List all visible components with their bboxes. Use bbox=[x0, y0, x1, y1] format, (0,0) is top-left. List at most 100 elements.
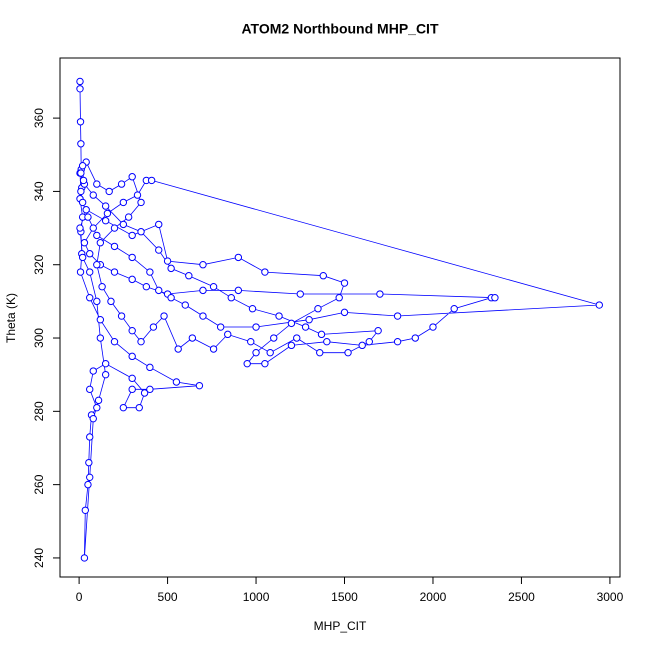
data-point bbox=[128, 173, 136, 181]
data-point bbox=[199, 312, 207, 320]
data-point bbox=[110, 268, 119, 276]
data-point bbox=[340, 308, 349, 317]
data-point bbox=[301, 323, 310, 331]
data-point bbox=[117, 180, 126, 188]
data-point bbox=[81, 506, 90, 514]
data-point bbox=[105, 187, 113, 196]
data-point bbox=[376, 290, 384, 298]
y-tick-label: 340 bbox=[32, 181, 46, 201]
data-point bbox=[243, 359, 251, 368]
x-tick-label: 1000 bbox=[243, 590, 270, 604]
data-point bbox=[110, 337, 119, 346]
data-point bbox=[80, 554, 89, 562]
data-point bbox=[216, 323, 225, 331]
x-tick-label: 2000 bbox=[420, 590, 447, 604]
data-point bbox=[93, 180, 101, 188]
data-point bbox=[149, 323, 158, 331]
data-point bbox=[248, 305, 257, 313]
data-point bbox=[96, 334, 105, 342]
y-axis-label: Theta (K) bbox=[4, 293, 18, 343]
data-point bbox=[79, 176, 88, 185]
data-point bbox=[172, 378, 181, 386]
data-point bbox=[128, 253, 136, 262]
data-point bbox=[185, 272, 193, 280]
data-point bbox=[305, 315, 313, 324]
x-tick-label: 3000 bbox=[597, 590, 624, 604]
data-point bbox=[84, 213, 92, 221]
y-tick-label: 240 bbox=[32, 548, 46, 568]
chart-title: ATOM2 Northbound MHP_CIT bbox=[241, 21, 438, 37]
data-point bbox=[135, 403, 143, 412]
data-point bbox=[78, 162, 87, 170]
data-point bbox=[146, 268, 154, 276]
data-point bbox=[77, 169, 85, 177]
data-point bbox=[429, 323, 437, 331]
data-point bbox=[247, 337, 255, 346]
data-point bbox=[103, 209, 112, 218]
data-point bbox=[117, 312, 126, 320]
data-point bbox=[234, 286, 243, 295]
data-point bbox=[94, 396, 103, 405]
data-point bbox=[128, 326, 136, 335]
y-tick-label: 300 bbox=[32, 328, 46, 348]
data-point bbox=[140, 389, 149, 397]
data-point bbox=[335, 294, 343, 302]
data-point bbox=[287, 341, 296, 350]
data-point bbox=[86, 473, 94, 482]
data-point bbox=[358, 341, 366, 350]
data-point bbox=[261, 359, 269, 368]
data-point bbox=[89, 367, 97, 375]
data-point bbox=[155, 220, 163, 229]
data-point bbox=[323, 337, 331, 346]
data-point bbox=[93, 261, 101, 269]
data-point bbox=[93, 231, 101, 240]
data-point bbox=[76, 77, 84, 86]
data-point bbox=[167, 294, 175, 302]
data-point bbox=[137, 198, 145, 207]
data-point bbox=[80, 239, 89, 247]
data-point bbox=[316, 348, 324, 357]
data-point bbox=[128, 275, 136, 284]
x-tick-label: 2500 bbox=[508, 590, 535, 604]
data-point bbox=[317, 330, 326, 339]
data-point bbox=[76, 224, 84, 232]
x-axis-label: MHP_CIT bbox=[314, 619, 367, 633]
data-point bbox=[491, 294, 499, 302]
data-point bbox=[89, 414, 97, 423]
data-point bbox=[142, 283, 151, 291]
data-point bbox=[86, 385, 94, 394]
data-point bbox=[181, 301, 189, 309]
data-point bbox=[167, 264, 175, 273]
data-point bbox=[82, 206, 90, 214]
data-point bbox=[344, 348, 352, 357]
data-point bbox=[77, 187, 85, 196]
data-point bbox=[101, 217, 110, 225]
data-point bbox=[199, 261, 207, 269]
data-point bbox=[101, 202, 110, 210]
data-point bbox=[450, 305, 458, 313]
data-point bbox=[86, 250, 94, 258]
y-tick-label: 320 bbox=[32, 254, 46, 274]
data-point bbox=[101, 370, 110, 379]
data-point bbox=[252, 348, 260, 357]
data-point bbox=[155, 246, 163, 254]
data-point bbox=[86, 268, 94, 276]
data-point bbox=[137, 337, 145, 346]
data-point bbox=[101, 359, 110, 368]
data-point bbox=[319, 272, 327, 280]
data-point bbox=[595, 301, 603, 309]
data-point bbox=[160, 312, 168, 320]
data-point bbox=[411, 334, 419, 342]
data-point bbox=[128, 352, 136, 361]
data-point bbox=[98, 283, 106, 291]
data-point bbox=[89, 191, 97, 199]
data-line bbox=[79, 81, 600, 558]
data-point bbox=[119, 403, 128, 412]
data-point bbox=[275, 312, 283, 320]
data-point bbox=[209, 283, 218, 291]
data-point bbox=[188, 334, 197, 342]
data-point bbox=[124, 213, 133, 221]
data-point bbox=[163, 257, 172, 265]
data-point bbox=[84, 480, 92, 489]
